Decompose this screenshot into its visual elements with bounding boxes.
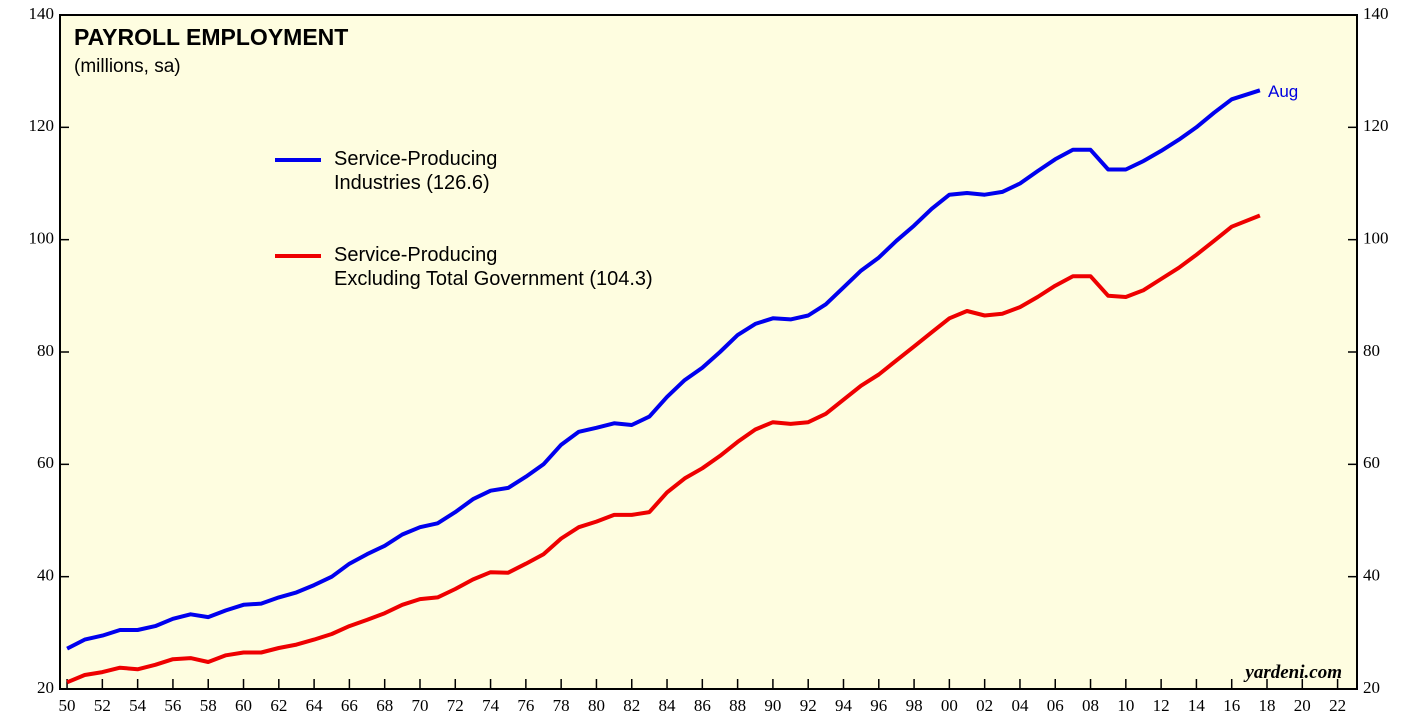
x-tick-label: 20 [1294,696,1311,715]
x-tick-label: 76 [517,696,534,715]
x-tick-label: 62 [270,696,287,715]
x-tick-label: 06 [1047,696,1064,715]
x-tick-label: 18 [1259,696,1276,715]
x-tick-label: 64 [306,696,324,715]
x-tick-label: 68 [376,696,393,715]
x-tick-label: 96 [870,696,887,715]
x-tick-label: 02 [976,696,993,715]
x-tick-label: 14 [1188,696,1206,715]
x-tick-label: 86 [694,696,711,715]
y2-tick-label: 100 [1363,229,1389,248]
y-tick-label: 80 [37,341,54,360]
y2-tick-label: 20 [1363,678,1380,697]
y-tick-label: 20 [37,678,54,697]
x-tick-label: 00 [941,696,958,715]
x-tick-label: 72 [447,696,464,715]
x-tick-label: 92 [800,696,817,715]
series-line [66,88,1261,651]
legend-label: Service-Producing Excluding Total Govern… [334,244,653,290]
x-tick-label: 56 [164,696,181,715]
x-tick-label: 94 [835,696,853,715]
y-tick-label: 120 [29,116,55,135]
x-tick-label: 66 [341,696,358,715]
x-tick-label: 16 [1223,696,1240,715]
x-tick-label: 70 [411,696,428,715]
x-tick-label: 54 [129,696,147,715]
x-tick-label: 50 [59,696,76,715]
x-tick-label: 82 [623,696,640,715]
x-tick-label: 10 [1117,696,1134,715]
y2-tick-label: 60 [1363,453,1380,472]
x-tick-label: 58 [200,696,217,715]
x-tick-label: 08 [1082,696,1099,715]
x-tick-label: 88 [729,696,746,715]
chart-subtitle: (millions, sa) [74,56,181,77]
y2-tick-label: 80 [1363,341,1380,360]
x-tick-label: 04 [1011,696,1029,715]
x-tick-label: 60 [235,696,252,715]
source: yardeni.com [1245,662,1342,683]
legend-label: Service-Producing Industries (126.6) [334,148,498,194]
x-tick-label: 80 [588,696,605,715]
y2-tick-label: 40 [1363,566,1380,585]
x-tick-label: 12 [1153,696,1170,715]
y-tick-label: 100 [29,229,55,248]
plot-area [59,14,1358,690]
x-tick-label: 98 [906,696,923,715]
x-tick-label: 84 [659,696,677,715]
x-tick-label: 22 [1329,696,1346,715]
x-tick-label: 90 [764,696,781,715]
y-tick-label: 140 [29,4,55,23]
annotation: Aug [1268,82,1299,101]
x-tick-label: 74 [482,696,500,715]
x-tick-label: 78 [553,696,570,715]
y2-tick-label: 140 [1363,4,1389,23]
y2-tick-label: 120 [1363,116,1389,135]
y-tick-label: 60 [37,453,54,472]
y-tick-label: 40 [37,566,54,585]
chart-title: PAYROLL EMPLOYMENT [74,24,349,50]
x-tick-label: 52 [94,696,111,715]
series-line [66,213,1261,685]
